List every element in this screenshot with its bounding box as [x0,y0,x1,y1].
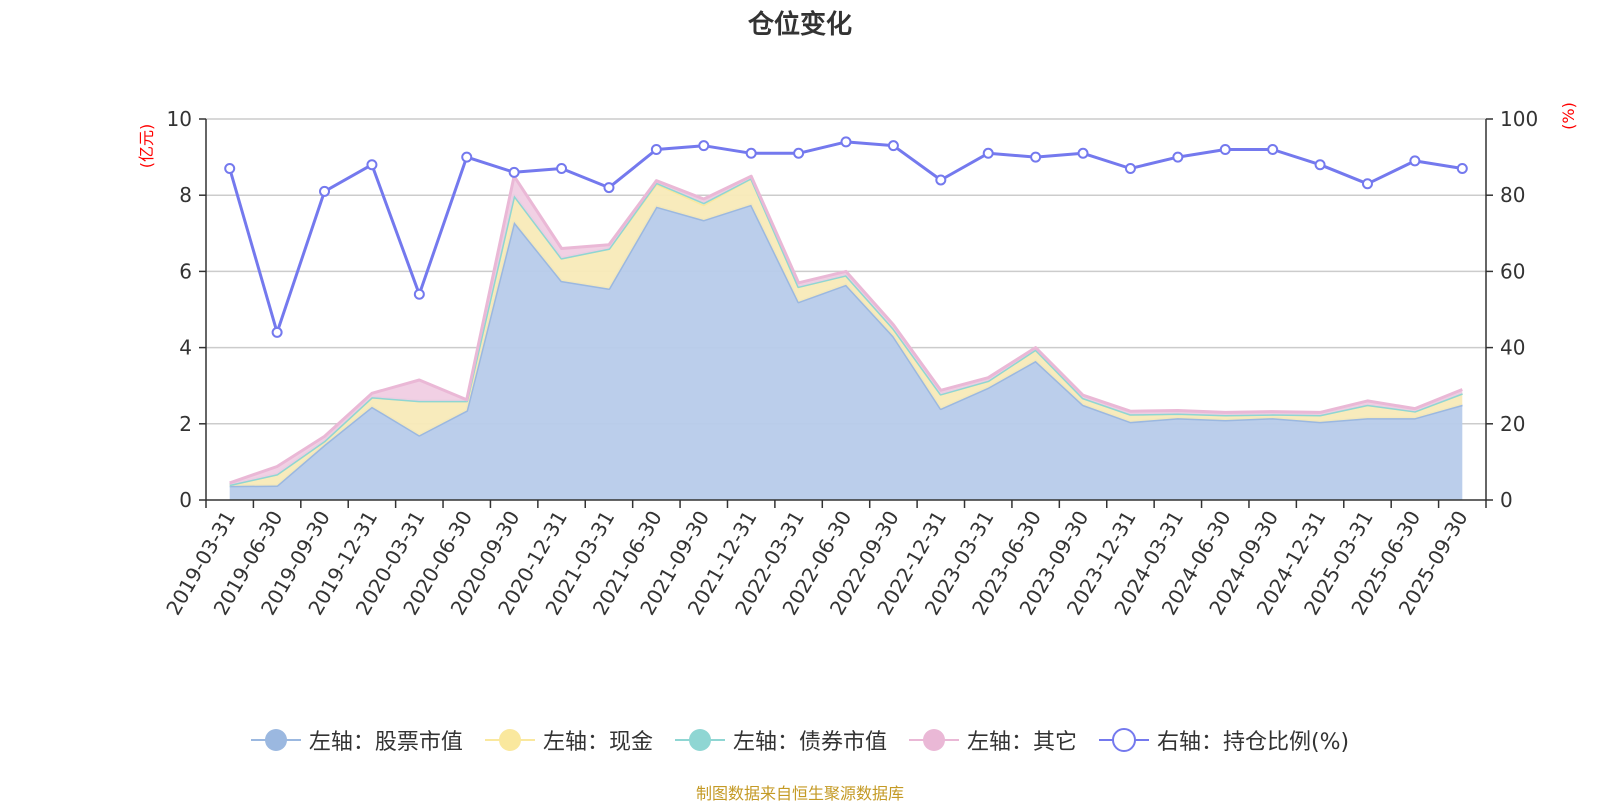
ratio-point [1314,159,1326,171]
ratio-point [1124,163,1136,175]
ratio-point [1456,163,1468,175]
area-series-0 [229,204,1463,500]
right-axis-tick-label: 80 [1500,183,1525,207]
ratio-point [556,163,568,175]
ratio-point [319,185,331,197]
axis-layer [199,118,1493,508]
legend-item[interactable]: 左轴：现金 [484,724,653,756]
ratio-point [840,136,852,148]
left-axis-tick-label: 2 [179,412,192,436]
ratio-point [413,288,425,300]
ratio-point [745,147,757,159]
ratio-point [1267,143,1279,155]
source-note: 制图数据来自恒生聚源数据库 [695,784,904,803]
legend-item[interactable]: 左轴：其它 [908,724,1077,756]
right-axis-tick-label: 100 [1500,107,1538,131]
legend-item[interactable]: 左轴：股票市值 [250,724,463,756]
legend-label: 左轴：其它 [966,730,1077,755]
legend-swatch [908,729,959,751]
left-axis-tick-label: 0 [179,488,192,512]
ratio-point [1361,178,1373,190]
ratio-point [224,163,236,175]
ratio-point [1030,151,1042,163]
right-axis-tick-label: 20 [1500,412,1525,436]
legend-swatch [250,729,301,751]
ratio-point [508,166,520,178]
legend-swatch [1098,728,1149,752]
ratio-point [1172,151,1184,163]
ratio-point [793,147,805,159]
area-layer [229,174,1463,500]
legend-item[interactable]: 右轴：持仓比例(%) [1098,724,1350,756]
legend-label: 左轴：股票市值 [308,730,463,755]
ratio-point [366,159,378,171]
legend-label: 左轴：现金 [542,730,653,755]
ratio-point [603,182,615,194]
ratio-point [461,151,473,163]
ratio-point [698,140,710,152]
legend-label: 左轴：债券市值 [732,730,887,755]
chart-title: 仓位变化 [747,10,852,40]
ratio-point [982,147,994,159]
right-axis-tick-label: 40 [1500,336,1525,360]
left-axis-tick-label: 6 [179,259,192,283]
ratio-point [1077,147,1089,159]
area-series-line-3 [229,174,1463,485]
ratio-point [887,140,899,152]
legend: 左轴：股票市值 左轴：现金 左轴：债券市值 左轴：其它 右轴：持仓比例(%) [0,724,1600,756]
ratio-point [935,174,947,186]
legend-item[interactable]: 左轴：债券市值 [674,724,887,756]
right-axis-unit: (%) [1559,102,1578,130]
line-layer [224,136,1468,338]
left-axis-tick-label: 8 [179,183,192,207]
ratio-point [650,143,662,155]
left-axis-tick-label: 4 [179,336,192,360]
ratio-point [1219,143,1231,155]
legend-label: 右轴：持仓比例(%) [1156,730,1350,755]
right-axis-tick-label: 0 [1500,488,1513,512]
legend-swatch [484,729,535,751]
left-axis-tick-label: 10 [167,107,192,131]
right-axis-tick-label: 60 [1500,259,1525,283]
left-axis-unit: (亿元) [137,124,156,169]
legend-swatch [674,729,725,751]
ratio-point [271,326,283,338]
ratio-point [1409,155,1421,167]
